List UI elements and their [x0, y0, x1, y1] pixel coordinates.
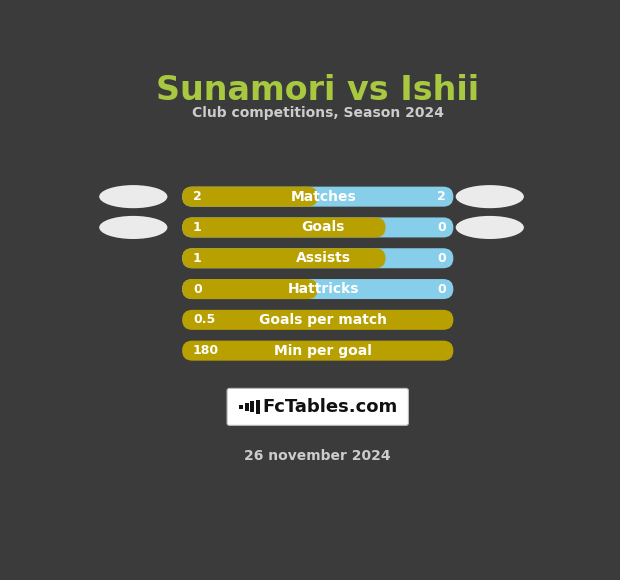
Bar: [250, 401, 254, 412]
FancyBboxPatch shape: [182, 187, 453, 206]
Text: 0: 0: [437, 252, 446, 264]
FancyBboxPatch shape: [182, 310, 453, 330]
FancyBboxPatch shape: [182, 218, 453, 237]
Ellipse shape: [456, 216, 524, 239]
Text: 26 november 2024: 26 november 2024: [244, 449, 391, 463]
Ellipse shape: [456, 185, 524, 208]
FancyBboxPatch shape: [182, 218, 386, 237]
Bar: [245, 403, 249, 411]
Text: Hattricks: Hattricks: [288, 282, 359, 296]
FancyBboxPatch shape: [182, 187, 317, 206]
FancyBboxPatch shape: [182, 340, 453, 361]
FancyBboxPatch shape: [182, 279, 453, 299]
Ellipse shape: [99, 216, 167, 239]
Text: Assists: Assists: [296, 251, 351, 265]
Text: 0: 0: [437, 221, 446, 234]
Text: 2: 2: [437, 190, 446, 203]
Text: Matches: Matches: [290, 190, 356, 204]
Text: 1: 1: [193, 252, 202, 264]
Text: Goals: Goals: [301, 220, 345, 234]
Text: 180: 180: [193, 344, 219, 357]
Text: 0.5: 0.5: [193, 313, 215, 327]
Text: Club competitions, Season 2024: Club competitions, Season 2024: [192, 107, 444, 121]
Text: 2: 2: [193, 190, 202, 203]
Text: Min per goal: Min per goal: [274, 343, 372, 358]
FancyBboxPatch shape: [182, 279, 317, 299]
Ellipse shape: [99, 185, 167, 208]
Bar: [255, 400, 260, 414]
Text: Sunamori vs Ishii: Sunamori vs Ishii: [156, 74, 479, 107]
Text: Goals per match: Goals per match: [259, 313, 387, 327]
FancyBboxPatch shape: [182, 248, 453, 269]
Text: 0: 0: [437, 282, 446, 296]
Text: FcTables.com: FcTables.com: [263, 398, 398, 416]
Text: 1: 1: [193, 221, 202, 234]
FancyBboxPatch shape: [182, 248, 386, 269]
Text: 0: 0: [193, 282, 202, 296]
FancyBboxPatch shape: [227, 389, 409, 425]
Bar: [239, 405, 243, 409]
